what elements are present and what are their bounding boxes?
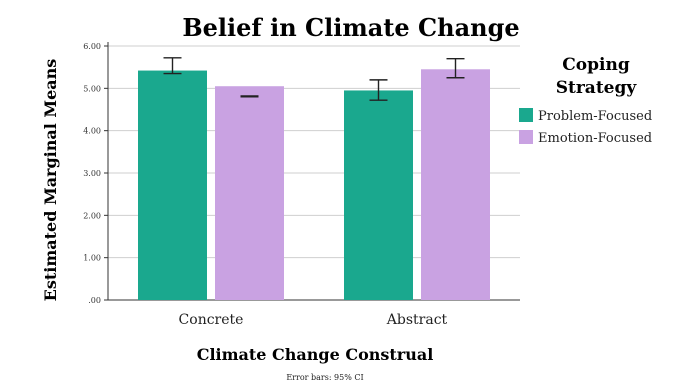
y-tick-label: 2.00 — [83, 211, 101, 220]
y-tick-label: 1.00 — [83, 254, 101, 263]
y-tick-label: 5.00 — [83, 84, 101, 93]
bar-problem-focused-abstract — [344, 90, 413, 300]
plot-layer: 6.00 5.00 4.00 3.00 2.00 1.00 .00 Concrete Abstr… — [83, 42, 520, 328]
y-tick-label: 6.00 — [83, 42, 101, 51]
x-axis-label: Climate Change Construal — [197, 345, 434, 364]
chart-title: Belief in Climate Change — [182, 13, 519, 42]
legend-swatch — [519, 130, 533, 144]
legend-label: Emotion-Focused — [538, 131, 652, 146]
y-tick-label: 4.00 — [83, 127, 101, 136]
y-tick-label: 3.00 — [83, 169, 101, 178]
chart-note: Error bars: 95% CI — [286, 373, 363, 382]
bar-emotion-focused-concrete — [215, 86, 284, 300]
y-tick-label: .00 — [88, 296, 101, 305]
bar-problem-focused-concrete — [138, 70, 207, 300]
legend-title-line1: Coping — [562, 55, 630, 75]
legend-label: Problem-Focused — [538, 109, 652, 124]
legend-swatch — [519, 108, 533, 122]
x-tick-label-abstract: Abstract — [386, 312, 448, 328]
x-tick-label-concrete: Concrete — [179, 312, 244, 328]
legend-layer: Problem-Focused Emotion-Focused — [519, 108, 652, 146]
legend-title-line2: Strategy — [556, 78, 638, 98]
y-axis-label: Estimated Marginal Means — [41, 59, 60, 302]
bar-emotion-focused-abstract — [421, 69, 490, 301]
